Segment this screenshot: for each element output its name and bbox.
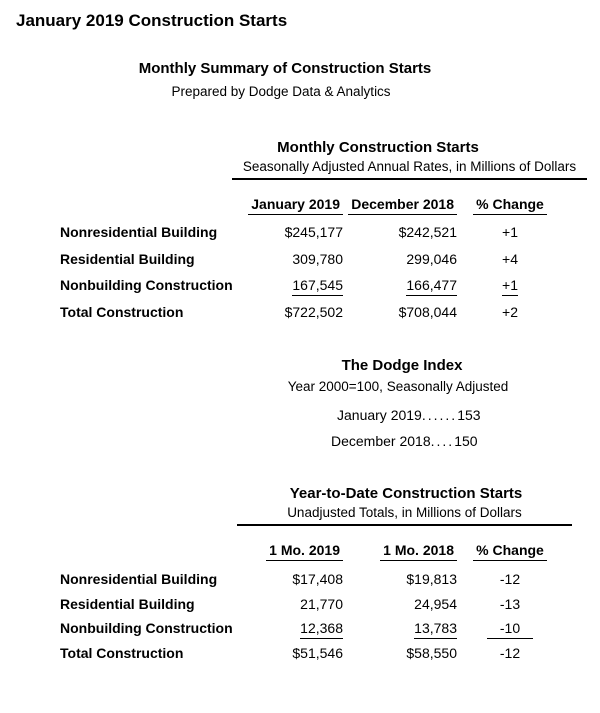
row-label: Nonresidential Building [60, 224, 218, 240]
table-cell: 299,046 [406, 250, 457, 267]
table-cell: -12 [499, 645, 521, 662]
summary-subtitle: Prepared by Dodge Data & Analytics [171, 84, 391, 99]
ytd-section-subtitle: Unadjusted Totals, in Millions of Dollar… [237, 504, 572, 526]
table-cell: 21,770 [300, 595, 343, 612]
table-cell: 12,368 [235, 619, 343, 644]
row-label: Nonbuilding Construction [60, 277, 233, 294]
dodge-index-subtitle: Year 2000=100, Seasonally Adjusted [287, 379, 509, 394]
index-entry-label: January 2019 [337, 407, 422, 423]
table-cell: 13,783 [343, 619, 457, 644]
table-cell: $708,044 [398, 304, 457, 321]
row-label: Residential Building [60, 250, 195, 267]
table-cell: -12 [499, 571, 521, 587]
table-cell: $58,550 [406, 645, 457, 662]
row-label: Residential Building [60, 595, 195, 612]
ytd-starts-table: 1 Mo. 2019 1 Mo. 2018 % Change Nonreside… [60, 541, 563, 669]
row-label: Total Construction [60, 645, 184, 662]
row-label: Nonbuilding Construction [60, 620, 233, 637]
monthly-starts-table: January 2019 December 2018 % Change Nonr… [60, 195, 563, 330]
table-cell: $245,177 [284, 224, 343, 240]
table-cell: +1 [502, 224, 518, 240]
dodge-index-title: The Dodge Index [341, 357, 463, 374]
table-cell: 166,477 [343, 276, 457, 303]
index-entry-label: December 2018 [331, 433, 431, 449]
table-cell: +4 [502, 250, 518, 267]
table-cell: $19,813 [406, 571, 457, 587]
column-header-1mo-2019: 1 Mo. 2019 [235, 541, 343, 570]
table-cell: 309,780 [292, 250, 343, 267]
document-title: January 2019 Construction Starts [16, 11, 288, 30]
dodge-index-entry: January 2019......153 [337, 407, 481, 423]
row-label: Total Construction [60, 304, 184, 321]
table-cell: +2 [502, 304, 518, 321]
table-cell: +1 [457, 276, 563, 303]
dot-leader: .... [430, 433, 455, 449]
dodge-index-entry: December 2018....150 [331, 433, 478, 449]
dot-leader: ...... [421, 407, 458, 423]
column-header-december-2018: December 2018 [343, 195, 457, 223]
table-cell: 167,545 [235, 276, 343, 303]
table-cell: 24,954 [414, 595, 457, 612]
column-header-pct-change: % Change [457, 541, 563, 570]
table-cell: $17,408 [292, 571, 343, 587]
ytd-section-title: Year-to-Date Construction Starts [289, 485, 523, 502]
table-cell: $51,546 [292, 645, 343, 662]
table-cell: $242,521 [398, 224, 457, 240]
summary-title: Monthly Summary of Construction Starts [138, 60, 432, 77]
monthly-section-title: Monthly Construction Starts [277, 139, 479, 156]
index-entry-value: 150 [454, 433, 478, 449]
table-cell: $722,502 [284, 304, 343, 321]
row-label: Nonresidential Building [60, 571, 218, 587]
table-cell: -10 [457, 619, 563, 644]
index-entry-value: 153 [457, 407, 481, 423]
column-header-1mo-2018: 1 Mo. 2018 [343, 541, 457, 570]
monthly-section-subtitle: Seasonally Adjusted Annual Rates, in Mil… [232, 158, 587, 180]
column-header-january-2019: January 2019 [235, 195, 343, 223]
table-cell: -13 [499, 595, 521, 612]
column-header-pct-change: % Change [457, 195, 563, 223]
